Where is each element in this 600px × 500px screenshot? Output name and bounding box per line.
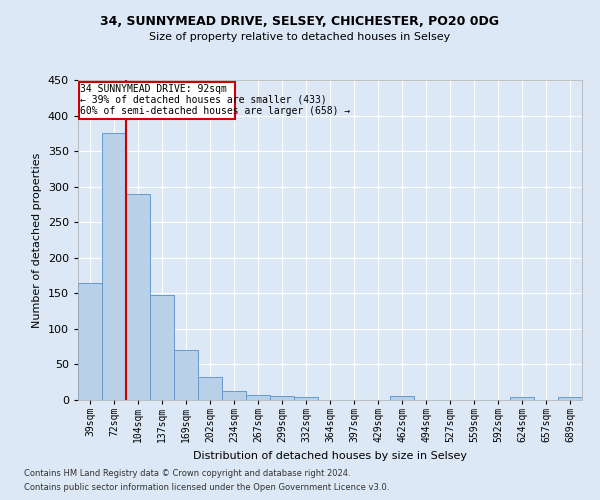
Bar [126, 194, 150, 400]
Text: 34, SUNNYMEAD DRIVE, SELSEY, CHICHESTER, PO20 0DG: 34, SUNNYMEAD DRIVE, SELSEY, CHICHESTER,… [101, 15, 499, 28]
Y-axis label: Number of detached properties: Number of detached properties [32, 152, 42, 328]
Bar [222, 391, 246, 400]
Text: ← 39% of detached houses are smaller (433): ← 39% of detached houses are smaller (43… [80, 95, 327, 105]
Text: Contains HM Land Registry data © Crown copyright and database right 2024.: Contains HM Land Registry data © Crown c… [24, 468, 350, 477]
Bar [246, 395, 270, 400]
Text: Contains public sector information licensed under the Open Government Licence v3: Contains public sector information licen… [24, 484, 389, 492]
Text: Size of property relative to detached houses in Selsey: Size of property relative to detached ho… [149, 32, 451, 42]
Bar [174, 350, 198, 400]
X-axis label: Distribution of detached houses by size in Selsey: Distribution of detached houses by size … [193, 450, 467, 460]
Bar [294, 397, 318, 400]
Bar [270, 396, 294, 400]
Bar [78, 282, 102, 400]
Text: 60% of semi-detached houses are larger (658) →: 60% of semi-detached houses are larger (… [80, 106, 350, 116]
Bar [558, 397, 582, 400]
Bar [198, 376, 222, 400]
Bar [390, 396, 414, 400]
Bar [102, 134, 126, 400]
Bar [510, 397, 534, 400]
Text: 34 SUNNYMEAD DRIVE: 92sqm: 34 SUNNYMEAD DRIVE: 92sqm [80, 84, 227, 94]
FancyBboxPatch shape [79, 82, 235, 119]
Bar [150, 295, 174, 400]
